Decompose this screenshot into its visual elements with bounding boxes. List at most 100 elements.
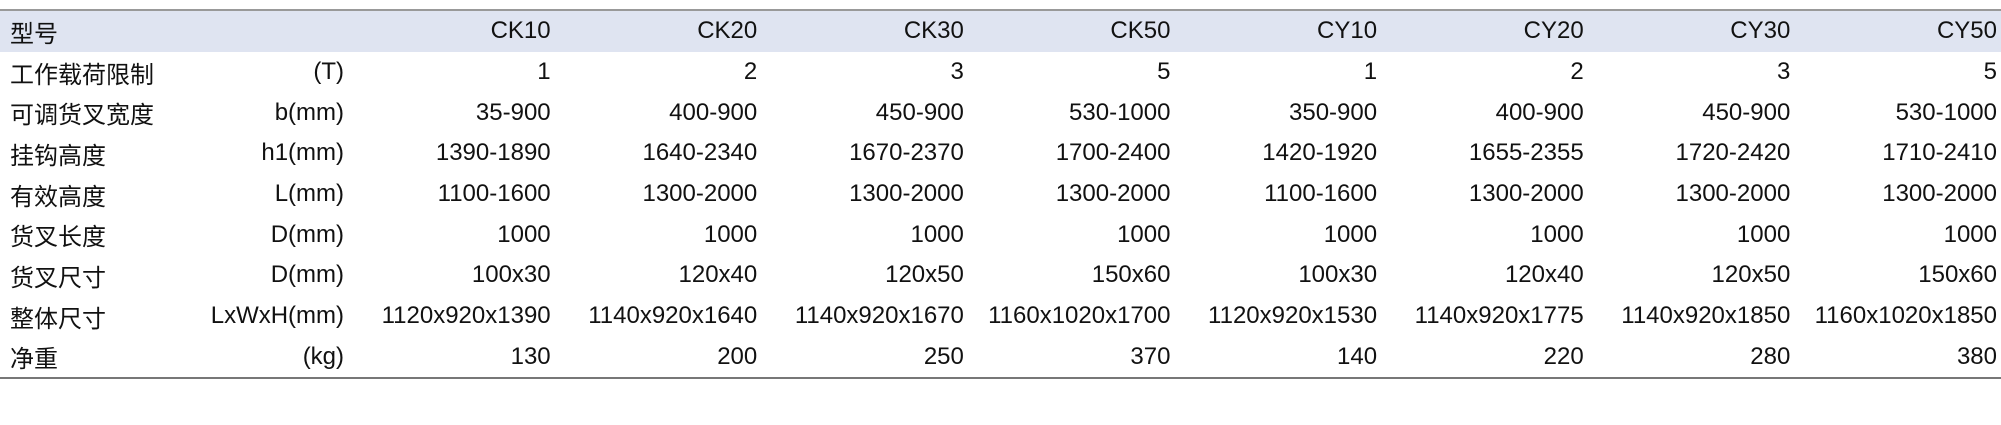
value-cell: 1000 <box>910 220 964 248</box>
value-cell: 1640-2340 <box>642 139 758 167</box>
value-cell: 1300-2000 <box>1055 180 1171 208</box>
value-cell: 5 <box>1157 58 1171 86</box>
row-label: 工作载荷限制 <box>10 61 154 89</box>
model-header: CK50 <box>967 9 1175 52</box>
value-cell: 1160x1020x1850 <box>1814 302 1997 330</box>
value-cell: 1160x1020x1700 <box>988 302 1171 330</box>
model-header: CK30 <box>761 9 968 52</box>
value-cell: 120x50 <box>885 261 964 289</box>
value-cell: 200 <box>554 336 762 380</box>
table-row: 有效高度 L(mm) 1100-1600 1300-2000 1300-2000 1300… <box>0 174 2001 215</box>
value-cell: 1670-2370 <box>849 139 964 167</box>
row-label: 有效高度 <box>10 183 106 211</box>
model-header: CK10 <box>348 9 555 52</box>
row-unit: D(mm) <box>270 220 345 248</box>
row-label: 净重 <box>0 336 179 380</box>
value-cell: 3 <box>950 58 964 86</box>
value-cell: 1120x920x1390 <box>381 302 551 330</box>
row-unit: h1(mm) <box>261 139 345 167</box>
table-row: 工作载荷限制 (T) 1 2 3 5 1 2 3 5 <box>0 52 2001 93</box>
model-header: CK20 <box>554 9 762 52</box>
value-cell: 150x60 <box>1091 261 1171 289</box>
value-cell: 1140x920x1670 <box>794 302 964 330</box>
value-cell: 1100-1600 <box>1264 180 1378 208</box>
table-row: 净重 (kg) 130 200 250 370 140 220 280 380 <box>0 336 2001 380</box>
value-cell: 1 <box>537 58 551 86</box>
spec-table: 型号 CK10 CK20 CK30 CK50 CY10 CY20 CY30 CY50 工作载荷限… <box>0 9 2001 380</box>
value-cell: 1000 <box>1943 220 1997 248</box>
value-cell: 1140x920x1775 <box>1414 302 1584 330</box>
value-cell: 530-1000 <box>1895 98 1997 126</box>
value-cell: 530-1000 <box>1069 98 1171 126</box>
model-header: CY50 <box>1794 9 2001 52</box>
value-cell: 100x30 <box>1298 261 1378 289</box>
header-label: 型号 <box>0 9 179 52</box>
value-cell: 120x50 <box>1711 261 1791 289</box>
value-cell: 1710-2410 <box>1882 139 1997 167</box>
row-label: 整体尺寸 <box>10 305 106 333</box>
value-cell: 2 <box>1570 58 1584 86</box>
value-cell: 1140x920x1640 <box>588 302 758 330</box>
value-cell: 280 <box>1587 336 1795 380</box>
value-cell: 380 <box>1794 336 2001 380</box>
value-cell: 1 <box>1363 58 1378 86</box>
row-unit: L(mm) <box>274 180 345 208</box>
value-cell: 1390-1890 <box>435 139 551 167</box>
value-cell: 1000 <box>703 220 758 248</box>
value-cell: 1000 <box>1323 220 1378 248</box>
model-header: CY20 <box>1381 9 1588 52</box>
value-cell: 1300-2000 <box>1675 180 1791 208</box>
value-cell: 1000 <box>497 220 551 248</box>
model-header: CY10 <box>1174 9 1382 52</box>
value-cell: 130 <box>348 336 555 380</box>
value-cell: 1700-2400 <box>1055 139 1171 167</box>
value-cell: 1120x920x1530 <box>1208 302 1378 330</box>
value-cell: 140 <box>1174 336 1382 380</box>
table-row: 货叉长度 D(mm) 1000 1000 1000 1000 1000 1000 1000 100… <box>0 214 2001 255</box>
table-row: 货叉尺寸 D(mm) 100x30 120x40 120x50 150x60 100x30 1… <box>0 255 2001 296</box>
value-cell: 450-900 <box>875 98 964 126</box>
row-unit: (kg) <box>178 336 349 380</box>
table-row: 整体尺寸 LxWxH(mm) 1120x920x1390 1140x920x1640 1… <box>0 296 2001 337</box>
value-cell: 1100-1600 <box>437 180 551 208</box>
value-cell: 1000 <box>1530 220 1584 248</box>
row-unit: D(mm) <box>270 261 345 289</box>
value-cell: 450-900 <box>1702 98 1791 126</box>
value-cell: 250 <box>761 336 968 380</box>
row-unit: LxWxH(mm) <box>210 302 345 330</box>
row-label: 可调货叉宽度 <box>10 102 154 130</box>
row-unit: (T) <box>313 58 345 86</box>
row-unit: b(mm) <box>274 98 345 126</box>
value-cell: 220 <box>1381 336 1588 380</box>
value-cell: 370 <box>967 336 1175 380</box>
value-cell: 120x40 <box>1504 261 1584 289</box>
value-cell: 1000 <box>1736 220 1791 248</box>
value-cell: 100x30 <box>471 261 551 289</box>
row-label: 货叉长度 <box>10 224 106 252</box>
header-row: 型号 CK10 CK20 CK30 CK50 CY10 CY20 CY30 CY50 <box>0 9 2001 52</box>
value-cell: 2 <box>743 58 758 86</box>
value-cell: 1655-2355 <box>1468 139 1584 167</box>
value-cell: 150x60 <box>1918 261 1997 289</box>
value-cell: 3 <box>1776 58 1791 86</box>
value-cell: 1420-1920 <box>1262 139 1378 167</box>
row-label: 货叉尺寸 <box>10 264 106 292</box>
value-cell: 120x40 <box>678 261 758 289</box>
value-cell: 400-900 <box>669 98 758 126</box>
model-header: CY30 <box>1587 9 1795 52</box>
value-cell: 35-900 <box>475 98 551 126</box>
row-label: 挂钩高度 <box>10 142 106 170</box>
value-cell: 1000 <box>1117 220 1171 248</box>
value-cell: 400-900 <box>1495 98 1584 126</box>
value-cell: 1720-2420 <box>1675 139 1791 167</box>
value-cell: 1140x920x1850 <box>1621 302 1791 330</box>
value-cell: 1300-2000 <box>642 180 758 208</box>
value-cell: 1300-2000 <box>1468 180 1584 208</box>
table-row: 可调货叉宽度 b(mm) 35-900 400-900 450-900 530-1000 3… <box>0 92 2001 133</box>
header-unit <box>178 9 349 52</box>
value-cell: 1300-2000 <box>849 180 964 208</box>
value-cell: 1300-2000 <box>1882 180 1997 208</box>
value-cell: 350-900 <box>1289 98 1378 126</box>
value-cell: 5 <box>1983 58 1997 86</box>
table-row: 挂钩高度 h1(mm) 1390-1890 1640-2340 1670-2370 170… <box>0 133 2001 174</box>
